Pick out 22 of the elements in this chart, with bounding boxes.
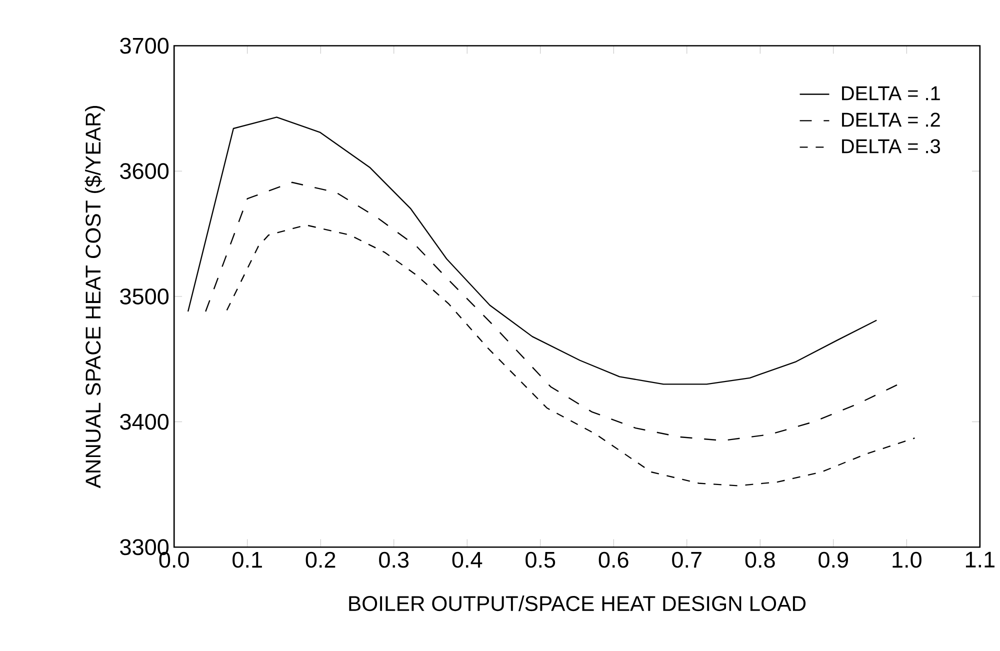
x-tick-label: 0.2 (306, 552, 336, 568)
y-axis-title: ANNUAL SPACE HEAT COST ($/YEAR) (84, 106, 105, 488)
x-tick-label: 0.5 (526, 552, 556, 568)
x-tick-label: 0.8 (745, 552, 775, 568)
legend-label: DELTA = .3 (842, 139, 940, 154)
x-tick-label: 0.1 (232, 552, 262, 568)
x-tick-label: 0.7 (672, 552, 702, 568)
y-tick-label: 3700 (120, 38, 169, 54)
line-series (226, 224, 916, 487)
x-tick-label: 0.4 (452, 552, 482, 568)
x-tick-label: 0.3 (379, 552, 409, 568)
x-tick-label: 0.6 (598, 552, 628, 568)
y-tick-label: 3500 (120, 288, 169, 305)
legend-label: DELTA = .1 (842, 86, 940, 100)
x-tick-label: 0.9 (818, 552, 848, 568)
x-axis-title: BOILER OUTPUT/SPACE HEAT DESIGN LOAD (349, 596, 806, 612)
legend-label: DELTA = .2 (842, 112, 940, 127)
y-tick-label: 3600 (120, 163, 169, 180)
x-tick-label: 1.0 (892, 552, 922, 568)
y-tick-label: 3400 (120, 414, 169, 430)
x-tick-label: 1.1 (966, 552, 994, 568)
line-series (205, 182, 900, 442)
